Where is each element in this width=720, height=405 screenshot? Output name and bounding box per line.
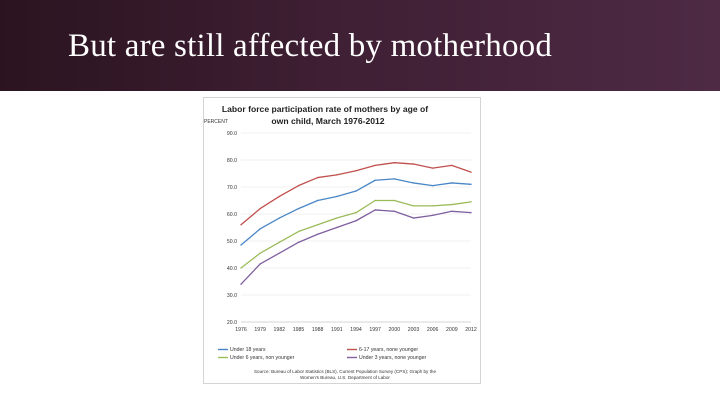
data-point bbox=[240, 224, 242, 226]
data-point bbox=[336, 226, 338, 229]
data-point bbox=[470, 201, 472, 203]
data-point bbox=[316, 224, 319, 226]
data-point bbox=[470, 171, 472, 173]
y-tick-label: 20.0 bbox=[227, 320, 237, 326]
source-line-1: Source: Bureau of Labor Statistics (BLS)… bbox=[254, 369, 436, 374]
x-tick-label: 2000 bbox=[389, 327, 401, 333]
data-point bbox=[355, 190, 357, 192]
data-point bbox=[297, 241, 300, 244]
x-tick-label: 1976 bbox=[235, 327, 247, 333]
y-tick-label: 80.0 bbox=[227, 158, 237, 164]
data-point bbox=[240, 244, 242, 246]
data-point bbox=[431, 205, 434, 207]
source-line-2: Women's Bureau, U.S. Department of Labor bbox=[300, 375, 390, 380]
x-tick-label: 2006 bbox=[427, 327, 439, 333]
data-point bbox=[336, 217, 338, 219]
chart-frame bbox=[203, 97, 481, 384]
data-point bbox=[336, 195, 338, 198]
x-tick-label: 2009 bbox=[446, 327, 458, 333]
slide-title: But are still affected by motherhood bbox=[68, 28, 553, 64]
legend-label: Under 3 years, none younger bbox=[359, 355, 426, 361]
data-point bbox=[355, 211, 357, 214]
data-point bbox=[278, 252, 281, 254]
data-point bbox=[259, 207, 261, 210]
x-tick-label: 1979 bbox=[254, 327, 266, 333]
data-point bbox=[355, 170, 357, 172]
data-point bbox=[412, 217, 415, 219]
data-point bbox=[451, 164, 453, 167]
data-point bbox=[259, 263, 261, 265]
data-point bbox=[297, 207, 300, 210]
data-point bbox=[393, 210, 396, 212]
data-point bbox=[240, 267, 242, 269]
data-point bbox=[278, 195, 281, 198]
y-tick-label: 30.0 bbox=[227, 293, 237, 299]
data-point bbox=[297, 230, 300, 233]
data-point bbox=[259, 252, 261, 254]
legend-label: 6-17 years, none younger bbox=[359, 347, 418, 353]
data-point bbox=[393, 178, 396, 180]
title-bar: But are still affected by motherhood bbox=[0, 0, 720, 91]
data-point bbox=[451, 182, 453, 184]
y-tick-label: 90.0 bbox=[227, 131, 237, 137]
grid-layer bbox=[241, 132, 471, 323]
x-tick-label: 1991 bbox=[331, 327, 343, 333]
legend-label: Under 6 years, non younger bbox=[230, 355, 295, 361]
data-point bbox=[316, 199, 319, 202]
data-point bbox=[355, 220, 357, 222]
data-point bbox=[412, 182, 415, 184]
data-point bbox=[316, 176, 319, 179]
legend-label: Under 18 years bbox=[230, 347, 266, 353]
data-point bbox=[431, 184, 434, 187]
data-point bbox=[240, 283, 242, 285]
chart-title-line-1: Labor force participation rate of mother… bbox=[222, 104, 428, 114]
data-point bbox=[431, 214, 434, 217]
data-point bbox=[451, 210, 453, 212]
data-point bbox=[470, 183, 472, 185]
x-tick-label: 1997 bbox=[369, 327, 381, 333]
data-point bbox=[431, 167, 434, 169]
chart-title-line-2: own child, March 1976-2012 bbox=[271, 116, 384, 126]
data-point bbox=[412, 205, 415, 207]
x-tick-label: 1982 bbox=[274, 327, 286, 333]
series-layer bbox=[240, 162, 472, 285]
data-point bbox=[297, 184, 300, 187]
y-tick-label: 60.0 bbox=[227, 212, 237, 218]
data-point bbox=[278, 241, 281, 244]
data-point bbox=[336, 174, 338, 176]
data-point bbox=[393, 162, 396, 164]
data-point bbox=[374, 164, 376, 167]
data-point bbox=[278, 217, 281, 219]
x-tick-label: 2003 bbox=[408, 327, 420, 333]
data-point bbox=[412, 163, 415, 165]
x-tick-label: 1988 bbox=[312, 327, 324, 333]
y-tick-label: 70.0 bbox=[227, 185, 237, 191]
data-point bbox=[374, 209, 376, 211]
data-point bbox=[470, 211, 472, 214]
series-line-1 bbox=[240, 162, 472, 226]
x-tick-label: 1994 bbox=[350, 327, 362, 333]
data-point bbox=[374, 199, 376, 202]
y-axis-label: PERCENT bbox=[204, 119, 228, 125]
x-tick-label: 1985 bbox=[293, 327, 305, 333]
y-tick-label: 40.0 bbox=[227, 266, 237, 272]
data-point bbox=[374, 179, 376, 181]
data-point bbox=[316, 233, 319, 235]
data-point bbox=[259, 228, 261, 230]
data-point bbox=[393, 199, 396, 202]
legend-layer: Under 18 years 6-17 years, none younger Un… bbox=[218, 347, 426, 361]
y-tick-label: 50.0 bbox=[227, 239, 237, 245]
series-line-2 bbox=[240, 199, 472, 269]
data-point bbox=[451, 203, 453, 206]
x-tick-label: 2012 bbox=[465, 327, 477, 333]
